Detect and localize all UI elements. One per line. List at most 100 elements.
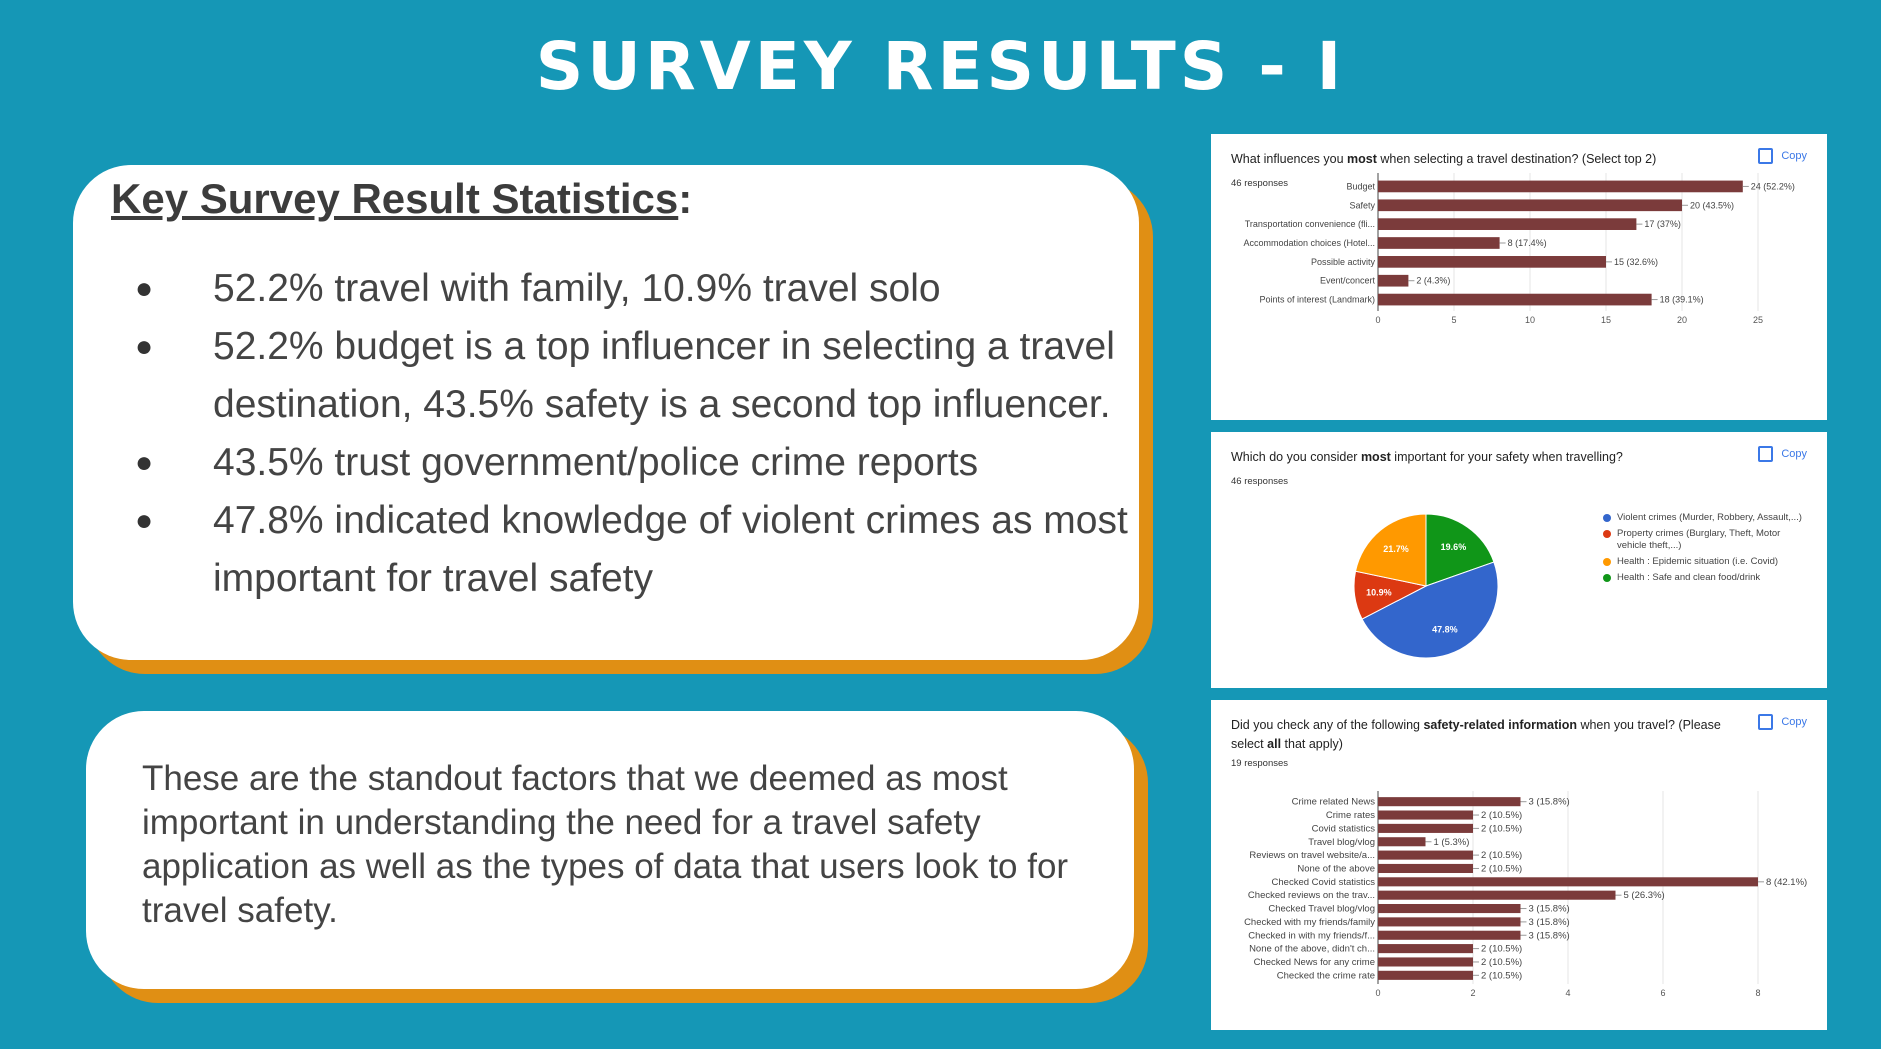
x-tick-label: 8	[1755, 988, 1760, 998]
data-label: 2 (10.5%)	[1481, 810, 1522, 821]
safety-pie-chart: 19.6% 47.8% 10.9% 21.7%	[1353, 513, 1499, 659]
category-label: Travel blog/vlog	[1308, 837, 1375, 848]
data-label: 2 (10.5%)	[1481, 944, 1522, 955]
category-label: Event/concert	[1320, 276, 1376, 286]
x-tick-label: 10	[1525, 315, 1535, 325]
bar	[1378, 850, 1473, 860]
bar	[1378, 944, 1473, 954]
copy-button[interactable]: Copy	[1758, 446, 1807, 462]
data-label: 8 (42.1%)	[1766, 877, 1807, 888]
bullet-item: 52.2% budget is a top influencer in sele…	[135, 318, 1135, 434]
question-text: when selecting a travel destination? (Se…	[1376, 152, 1657, 166]
copy-label: Copy	[1781, 715, 1807, 728]
data-label: 2 (10.5%)	[1481, 970, 1522, 981]
legend-label: Health : Epidemic situation (i.e. Covid)	[1617, 556, 1779, 567]
legend-item: Health : Safe and clean food/drink	[1603, 572, 1803, 584]
slice-label: 47.8%	[1432, 625, 1458, 635]
safety-pie-panel: Which do you consider most important for…	[1211, 432, 1827, 688]
category-label: Possible activity	[1311, 257, 1376, 267]
bar	[1378, 274, 1409, 287]
copy-icon	[1758, 446, 1774, 462]
bar	[1378, 218, 1637, 230]
data-label: 3 (15.8%)	[1529, 904, 1570, 915]
legend-dot-icon	[1603, 530, 1611, 538]
data-label: 3 (15.8%)	[1529, 797, 1570, 808]
pie-slice	[1354, 513, 1427, 587]
bar	[1378, 930, 1521, 940]
copy-label: Copy	[1781, 447, 1807, 460]
legend-label: Property crimes (Burglary, Theft, Motor …	[1617, 528, 1781, 551]
x-tick-label: 0	[1375, 988, 1380, 998]
data-label: 18 (39.1%)	[1660, 295, 1704, 305]
chart-question: Which do you consider most important for…	[1231, 448, 1731, 467]
slice-label: 19.6%	[1441, 542, 1467, 552]
bar	[1378, 810, 1473, 820]
influences-chart-panel: What influences you most when selecting …	[1211, 134, 1827, 420]
influences-bar-chart: 0 5 10 15 20 25 Budget 24 (52.2%) Safety 20 (43.5…	[1243, 173, 1795, 325]
pie-legend: Violent crimes (Murder, Robbery, Assault…	[1603, 512, 1803, 588]
bar	[1378, 957, 1473, 967]
legend-item: Health : Epidemic situation (i.e. Covid)	[1603, 556, 1803, 568]
stats-bullet-list: 52.2% travel with family, 10.9% travel s…	[135, 260, 1135, 608]
bar	[1378, 199, 1682, 212]
slice-label: 21.7%	[1383, 544, 1409, 554]
legend-dot-icon	[1603, 574, 1611, 582]
data-label: 24 (52.2%)	[1751, 181, 1795, 191]
response-count: 19 responses	[1231, 758, 1289, 769]
bullet-item: 43.5% trust government/police crime repo…	[135, 434, 1135, 492]
data-label: 3 (15.8%)	[1529, 917, 1570, 928]
category-label: Budget	[1346, 181, 1375, 191]
bar	[1378, 877, 1758, 887]
x-tick-label: 25	[1753, 315, 1763, 325]
legend-label: Health : Safe and clean food/drink	[1617, 572, 1761, 583]
safety-info-chart-panel: Did you check any of the following safet…	[1211, 700, 1827, 1030]
stats-heading: Key Survey Result Statistics:	[111, 175, 692, 223]
x-tick-label: 0	[1375, 315, 1380, 325]
bar	[1378, 917, 1521, 927]
bar	[1378, 237, 1500, 249]
copy-icon	[1758, 148, 1774, 164]
bar	[1378, 890, 1616, 900]
bar	[1378, 903, 1521, 914]
bar	[1378, 823, 1473, 833]
category-label: Covid statistics	[1312, 823, 1376, 834]
legend-label: Violent crimes (Murder, Robbery, Assault…	[1617, 512, 1802, 523]
question-text: Which do you consider	[1231, 450, 1361, 464]
stats-heading-colon: :	[678, 175, 693, 222]
question-text: Did you check any of the following	[1231, 718, 1424, 732]
copy-button[interactable]: Copy	[1758, 148, 1807, 164]
x-tick-label: 4	[1565, 988, 1570, 998]
copy-label: Copy	[1781, 149, 1807, 162]
question-bold-text: most	[1347, 152, 1377, 166]
category-label: Transportation convenience (fli...	[1245, 219, 1375, 229]
data-label: 3 (15.8%)	[1529, 930, 1570, 941]
legend-dot-icon	[1603, 514, 1611, 522]
bar	[1378, 797, 1521, 807]
chart-question: Did you check any of the following safet…	[1231, 716, 1731, 754]
question-text: when you travel? (Please select	[1231, 718, 1721, 751]
category-label: Checked in with my friends/f...	[1248, 930, 1375, 941]
response-count: 46 responses	[1231, 476, 1289, 487]
category-label: Checked with my friends/family	[1244, 917, 1375, 928]
category-label: Checked Covid statistics	[1272, 877, 1376, 888]
data-label: 20 (43.5%)	[1690, 200, 1734, 210]
bar	[1378, 293, 1652, 306]
x-tick-label: 15	[1601, 315, 1611, 325]
data-label: 2 (10.5%)	[1481, 863, 1522, 874]
question-text: important for your safety when travellin…	[1390, 450, 1623, 464]
key-stats-card: Key Survey Result Statistics: 52.2% trav…	[73, 165, 1139, 660]
bar	[1378, 180, 1743, 193]
copy-button[interactable]: Copy	[1758, 714, 1807, 730]
category-label: Reviews on travel website/a...	[1249, 850, 1375, 861]
question-bold-text: most	[1360, 450, 1391, 464]
bar	[1378, 837, 1426, 847]
slide-title: SURVEY RESULTS - I	[535, 28, 1346, 105]
category-label: None of the above, didn't ch...	[1249, 944, 1375, 955]
response-count: 46 responses	[1231, 178, 1289, 189]
bullet-item: 52.2% travel with family, 10.9% travel s…	[135, 260, 1135, 318]
data-label: 8 (17.4%)	[1508, 238, 1547, 248]
legend-item: Property crimes (Burglary, Theft, Motor …	[1603, 528, 1803, 552]
data-label: 2 (10.5%)	[1481, 850, 1522, 861]
category-label: None of the above	[1297, 863, 1375, 874]
data-label: 15 (32.6%)	[1614, 257, 1658, 267]
